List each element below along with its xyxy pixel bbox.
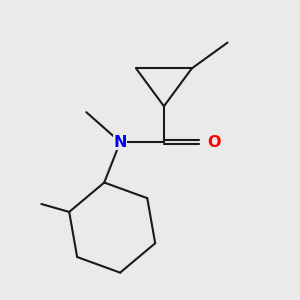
- Text: N: N: [113, 134, 127, 149]
- Text: O: O: [208, 134, 221, 149]
